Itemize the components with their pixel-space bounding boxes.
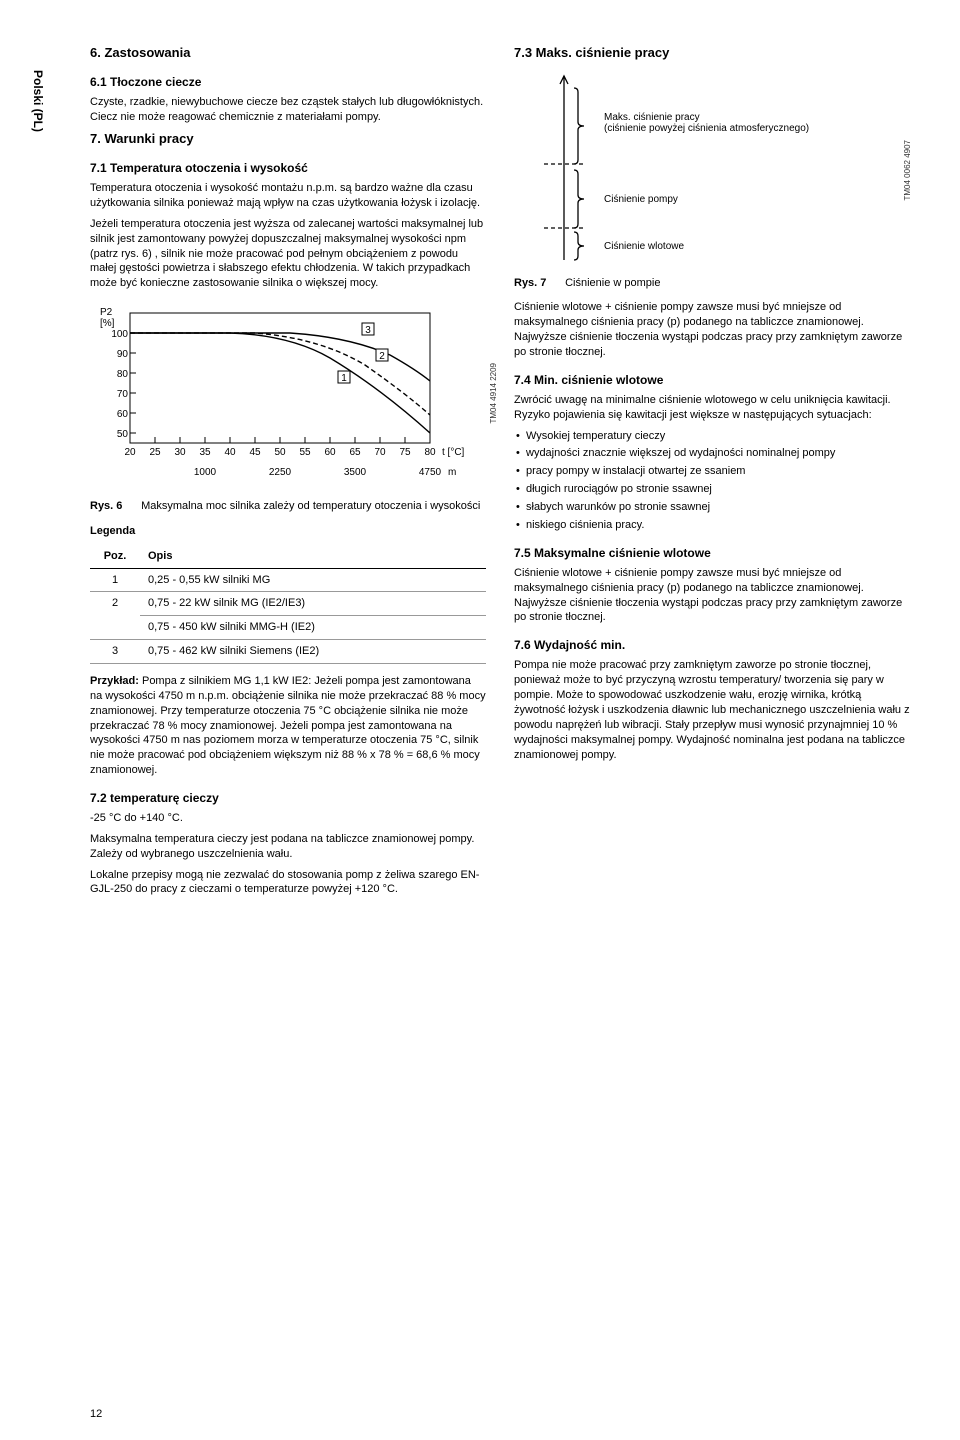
language-tab: Polski (PL) — [30, 70, 46, 132]
table-row: 2 0,75 - 22 kW silnik MG (IE2/IE3) — [90, 592, 486, 616]
para-6-1: Czyste, rzadkie, niewybuchowe ciecze bez… — [90, 95, 486, 125]
svg-text:2250: 2250 — [269, 467, 292, 478]
diagram-label-max: Maks. ciśnienie pracy (ciśnienie powyżej… — [604, 112, 809, 135]
para-7-2b: Maksymalna temperatura cieczy jest podan… — [90, 832, 486, 862]
svg-text:65: 65 — [349, 447, 361, 458]
svg-text:80: 80 — [117, 369, 129, 380]
svg-text:25: 25 — [149, 447, 161, 458]
svg-text:60: 60 — [117, 409, 129, 420]
heading-7-6: 7.6 Wydajność min. — [514, 637, 910, 653]
heading-7: 7. Warunki pracy — [90, 130, 486, 148]
para-7-5: Ciśnienie wlotowe + ciśnienie pompy zaws… — [514, 566, 910, 625]
left-column: 6. Zastosowania 6.1 Tłoczone ciecze Czys… — [90, 40, 486, 903]
heading-7-4: 7.4 Min. ciśnienie wlotowe — [514, 372, 910, 388]
svg-text:4750: 4750 — [419, 467, 442, 478]
list-7-4: Wysokiej temperatury cieczy wydajności z… — [514, 429, 910, 533]
list-item: Wysokiej temperatury cieczy — [514, 429, 910, 444]
svg-text:20: 20 — [124, 447, 136, 458]
para-7-1a: Temperatura otoczenia i wysokość montażu… — [90, 181, 486, 211]
svg-text:t [°C]: t [°C] — [442, 447, 465, 458]
svg-text:30: 30 — [174, 447, 186, 458]
list-item: wydajności znacznie większej od wydajnoś… — [514, 446, 910, 461]
svg-text:70: 70 — [374, 447, 386, 458]
svg-text:1: 1 — [341, 373, 347, 384]
page-number: 12 — [90, 1407, 102, 1422]
legend-heading: Legenda — [90, 524, 486, 539]
legend-th-poz: Poz. — [90, 545, 140, 568]
svg-text:50: 50 — [117, 429, 129, 440]
svg-text:90: 90 — [117, 349, 129, 360]
svg-text:80: 80 — [424, 447, 436, 458]
para-7-2c: Lokalne przepisy mogą nie zezwalać do st… — [90, 868, 486, 898]
para-7-6: Pompa nie może pracować przy zamkniętym … — [514, 658, 910, 762]
svg-text:35: 35 — [199, 447, 211, 458]
list-item: słabych warunków po stronie ssawnej — [514, 500, 910, 515]
figure-7-caption: Rys. 7 Ciśnienie w pompie — [514, 276, 910, 291]
svg-text:100: 100 — [111, 329, 128, 340]
svg-text:2: 2 — [379, 351, 385, 362]
svg-text:1000: 1000 — [194, 467, 217, 478]
example-text: Pompa z silnikiem MG 1,1 kW IE2: Jeżeli … — [90, 675, 486, 776]
figure-6-text: Maksymalna moc silnika zależy od tempera… — [141, 500, 480, 512]
para-7-3: Ciśnienie wlotowe + ciśnienie pompy zaws… — [514, 300, 910, 359]
figure-6-label: Rys. 6 — [90, 499, 138, 514]
table-row: 0,75 - 450 kW silniki MMG-H (IE2) — [90, 616, 486, 640]
list-item: niskiego ciśnienia pracy. — [514, 518, 910, 533]
list-item: długich rurociągów po stronie ssawnej — [514, 482, 910, 497]
svg-text:55: 55 — [299, 447, 311, 458]
figure-6-chart: P2 [%] 100 90 80 70 60 50 — [90, 303, 486, 493]
svg-text:75: 75 — [399, 447, 411, 458]
heading-7-2: 7.2 temperaturę cieczy — [90, 790, 486, 806]
svg-text:3: 3 — [365, 325, 371, 336]
example-paragraph: Przykład: Pompa z silnikiem MG 1,1 kW IE… — [90, 674, 486, 778]
legend-th-opis: Opis — [140, 545, 486, 568]
right-column: 7.3 Maks. ciśnienie pracy — [514, 40, 910, 903]
heading-7-3: 7.3 Maks. ciśnienie pracy — [514, 44, 910, 62]
para-7-2a: -25 °C do +140 °C. — [90, 811, 486, 826]
svg-text:70: 70 — [117, 389, 129, 400]
heading-6: 6. Zastosowania — [90, 44, 486, 62]
diagram-label-pump: Ciśnienie pompy — [604, 194, 678, 206]
figure-7-code: TM04 0062 4907 — [903, 140, 914, 201]
svg-text:P2: P2 — [100, 307, 113, 318]
svg-text:3500: 3500 — [344, 467, 367, 478]
diagram-label-inlet: Ciśnienie wlotowe — [604, 241, 684, 253]
table-row: 1 0,25 - 0,55 kW silniki MG — [90, 568, 486, 592]
para-7-1b: Jeżeli temperatura otoczenia jest wyższa… — [90, 217, 486, 291]
svg-text:[%]: [%] — [100, 318, 115, 329]
figure-7-text: Ciśnienie w pompie — [565, 277, 660, 289]
heading-7-5: 7.5 Maksymalne ciśnienie wlotowe — [514, 545, 910, 561]
svg-text:40: 40 — [224, 447, 236, 458]
table-row: 3 0,75 - 462 kW silniki Siemens (IE2) — [90, 640, 486, 664]
heading-7-1: 7.1 Temperatura otoczenia i wysokość — [90, 160, 486, 176]
figure-7-diagram: Maks. ciśnienie pracy (ciśnienie powyżej… — [534, 70, 910, 270]
figure-6-code: TM04 4914 2209 — [489, 363, 500, 424]
svg-text:60: 60 — [324, 447, 336, 458]
figure-7-label: Rys. 7 — [514, 276, 562, 291]
heading-6-1: 6.1 Tłoczone ciecze — [90, 74, 486, 90]
para-7-4a: Zwrócić uwagę na minimalne ciśnienie wlo… — [514, 393, 910, 423]
svg-text:50: 50 — [274, 447, 286, 458]
legend-table: Poz. Opis 1 0,25 - 0,55 kW silniki MG 2 … — [90, 545, 486, 664]
list-item: pracy pompy w instalacji otwartej ze ssa… — [514, 464, 910, 479]
svg-text:m: m — [448, 467, 456, 478]
example-label: Przykład: — [90, 675, 139, 687]
figure-6-caption: Rys. 6 Maksymalna moc silnika zależy od … — [90, 499, 486, 514]
svg-text:45: 45 — [249, 447, 261, 458]
